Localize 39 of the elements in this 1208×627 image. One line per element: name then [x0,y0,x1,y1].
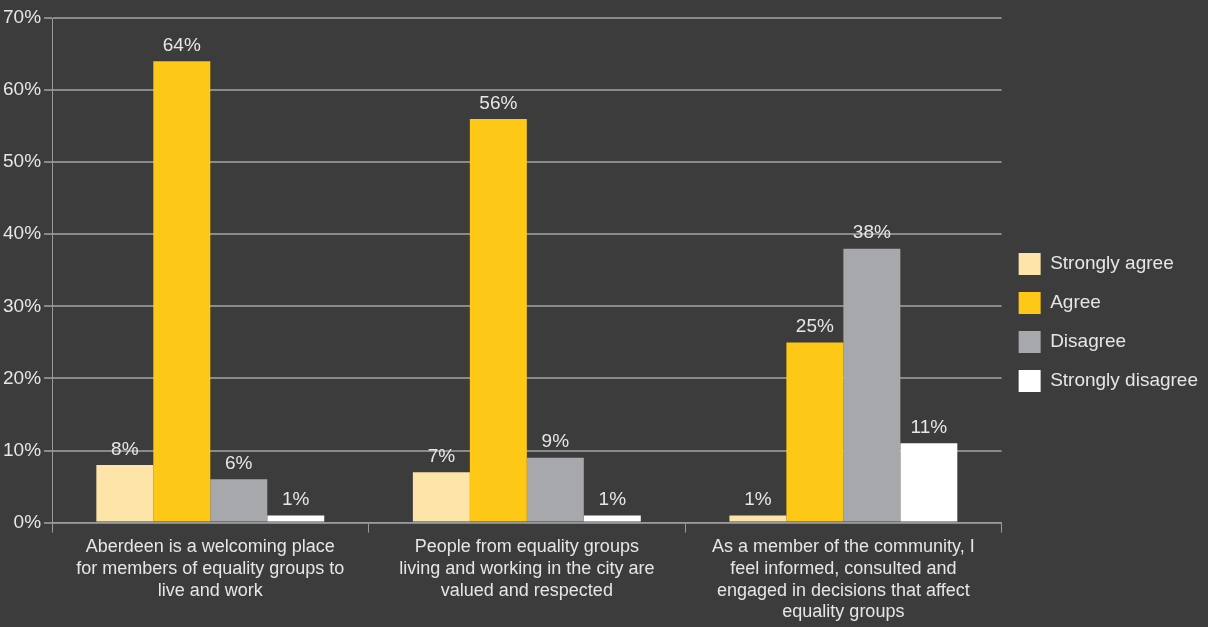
x-tick-label: Aberdeen is a welcoming place for members of equality groups to live and work [76,536,345,600]
y-tick-label: 70% [3,6,42,28]
bar [96,464,154,522]
bar [412,472,470,522]
y-tick-label: 60% [3,78,42,100]
bar [267,515,325,522]
x-tick-label: As a member of the community, I feel informed, consulted and engaged in decisions that affect equality groups [711,536,975,622]
bar [469,118,527,522]
data-label: 64% [162,33,201,55]
bar [843,248,901,522]
y-tick-label: 50% [3,150,42,172]
legend-label: Agree [1050,291,1101,313]
legend-label: Disagree [1050,330,1127,352]
bar [526,457,584,522]
data-label: 1% [744,488,772,510]
y-tick-label: 10% [3,438,42,460]
bar [786,342,844,522]
y-tick-label: 40% [3,222,42,244]
legend-label: Strongly agree [1050,252,1174,274]
data-label: 1% [282,488,310,510]
data-label: 7% [427,444,456,466]
x-tick-label: People from equality groups living and working in the city are valued and respected [399,536,655,600]
data-label: 38% [852,221,891,243]
bar [729,515,787,522]
y-tick-label: 0% [13,510,42,532]
legend-label: Strongly disagree [1050,369,1199,391]
data-label: 6% [225,452,253,474]
bar [210,479,268,522]
bar [583,515,641,522]
data-label: 11% [910,416,948,438]
data-label: 25% [795,315,834,337]
data-label: 9% [541,430,570,452]
y-tick-label: 30% [3,294,42,316]
y-tick-label: 20% [3,366,42,388]
data-label: 1% [598,488,627,510]
data-label: 8% [111,437,139,459]
data-label: 56% [479,91,518,113]
bar [153,61,211,522]
bar [900,443,958,522]
